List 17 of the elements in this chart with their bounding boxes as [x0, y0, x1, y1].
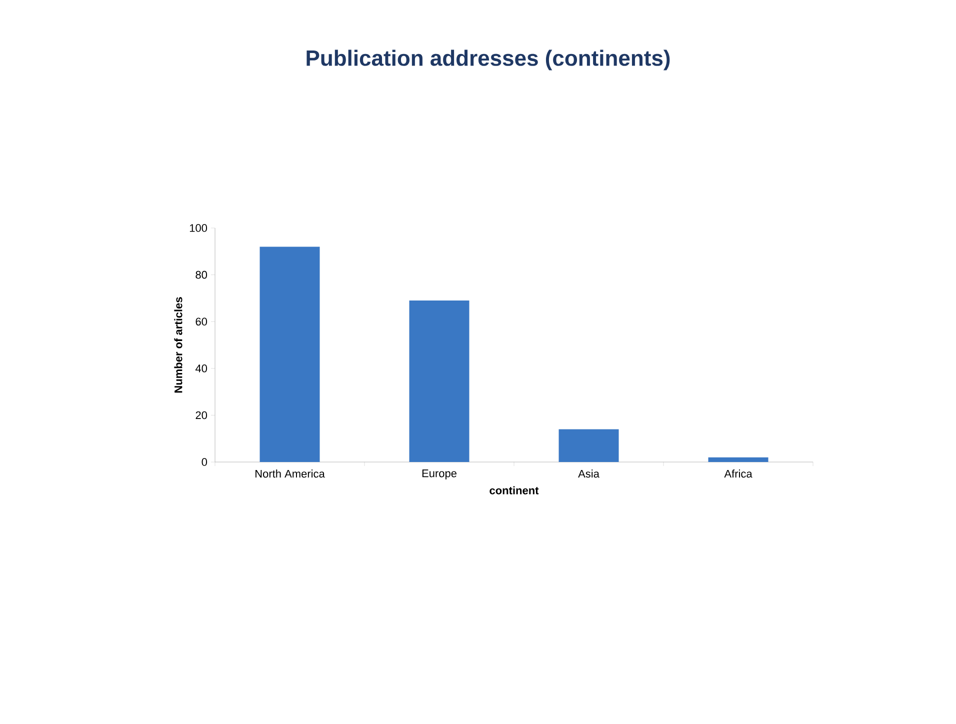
y-axis-title: Number of articles	[174, 297, 182, 393]
y-tick-label: 20	[196, 411, 208, 420]
y-tick-label: 0	[202, 458, 208, 466]
y-tick-label: 100	[190, 224, 208, 232]
y-tick-label: 40	[195, 364, 208, 372]
chart-title: Publication addresses (continents)	[306, 50, 670, 70]
x-tick-label: Africa	[724, 470, 752, 478]
bar	[409, 300, 470, 462]
x-axis-title: continent	[490, 486, 539, 494]
y-tick-label: 60	[196, 318, 208, 326]
y-tick-label: 80	[196, 270, 208, 279]
x-tick-label: Europe	[422, 470, 456, 480]
bar	[558, 429, 619, 462]
x-tick-label: Asia	[578, 470, 600, 478]
bar	[708, 457, 768, 462]
bar	[260, 246, 320, 462]
x-tick-label: North America	[256, 470, 325, 478]
